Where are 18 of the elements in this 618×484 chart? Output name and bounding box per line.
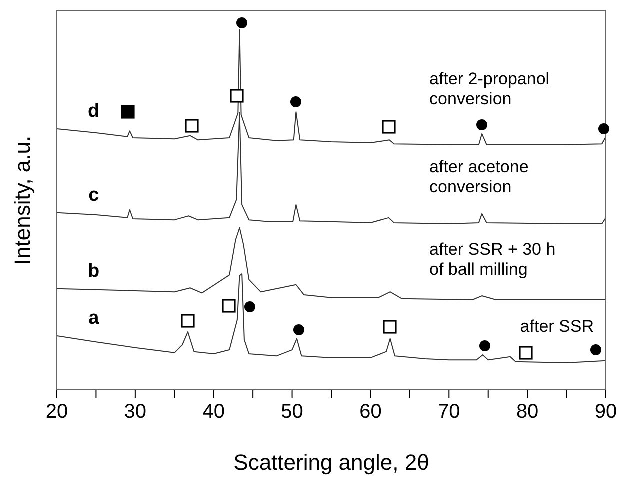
x-tick-label: 60 — [360, 401, 382, 424]
annotation: after acetone conversion — [430, 158, 529, 197]
x-tick-label: 40 — [202, 401, 225, 424]
x-tick-label: 20 — [46, 401, 68, 424]
x-tick-label: 50 — [281, 401, 304, 424]
annotation: after SSR + 30 h of ball milling — [430, 240, 556, 279]
x-tick-label: 30 — [124, 401, 147, 424]
x-tick-label: 80 — [516, 401, 539, 424]
x-tick-label: 70 — [438, 401, 460, 424]
series-label: d — [88, 101, 100, 122]
x-tick-label: 90 — [594, 401, 618, 424]
y-axis-title: Intensity, a.u. — [10, 136, 35, 266]
annotation: after 2-propanol conversion — [430, 70, 550, 109]
annotation: after SSR — [520, 317, 594, 336]
x-axis-title: Scattering angle, 2θ — [234, 450, 430, 475]
series-label: c — [88, 184, 100, 206]
series-label: a — [88, 308, 100, 329]
series-label: b — [88, 260, 100, 282]
